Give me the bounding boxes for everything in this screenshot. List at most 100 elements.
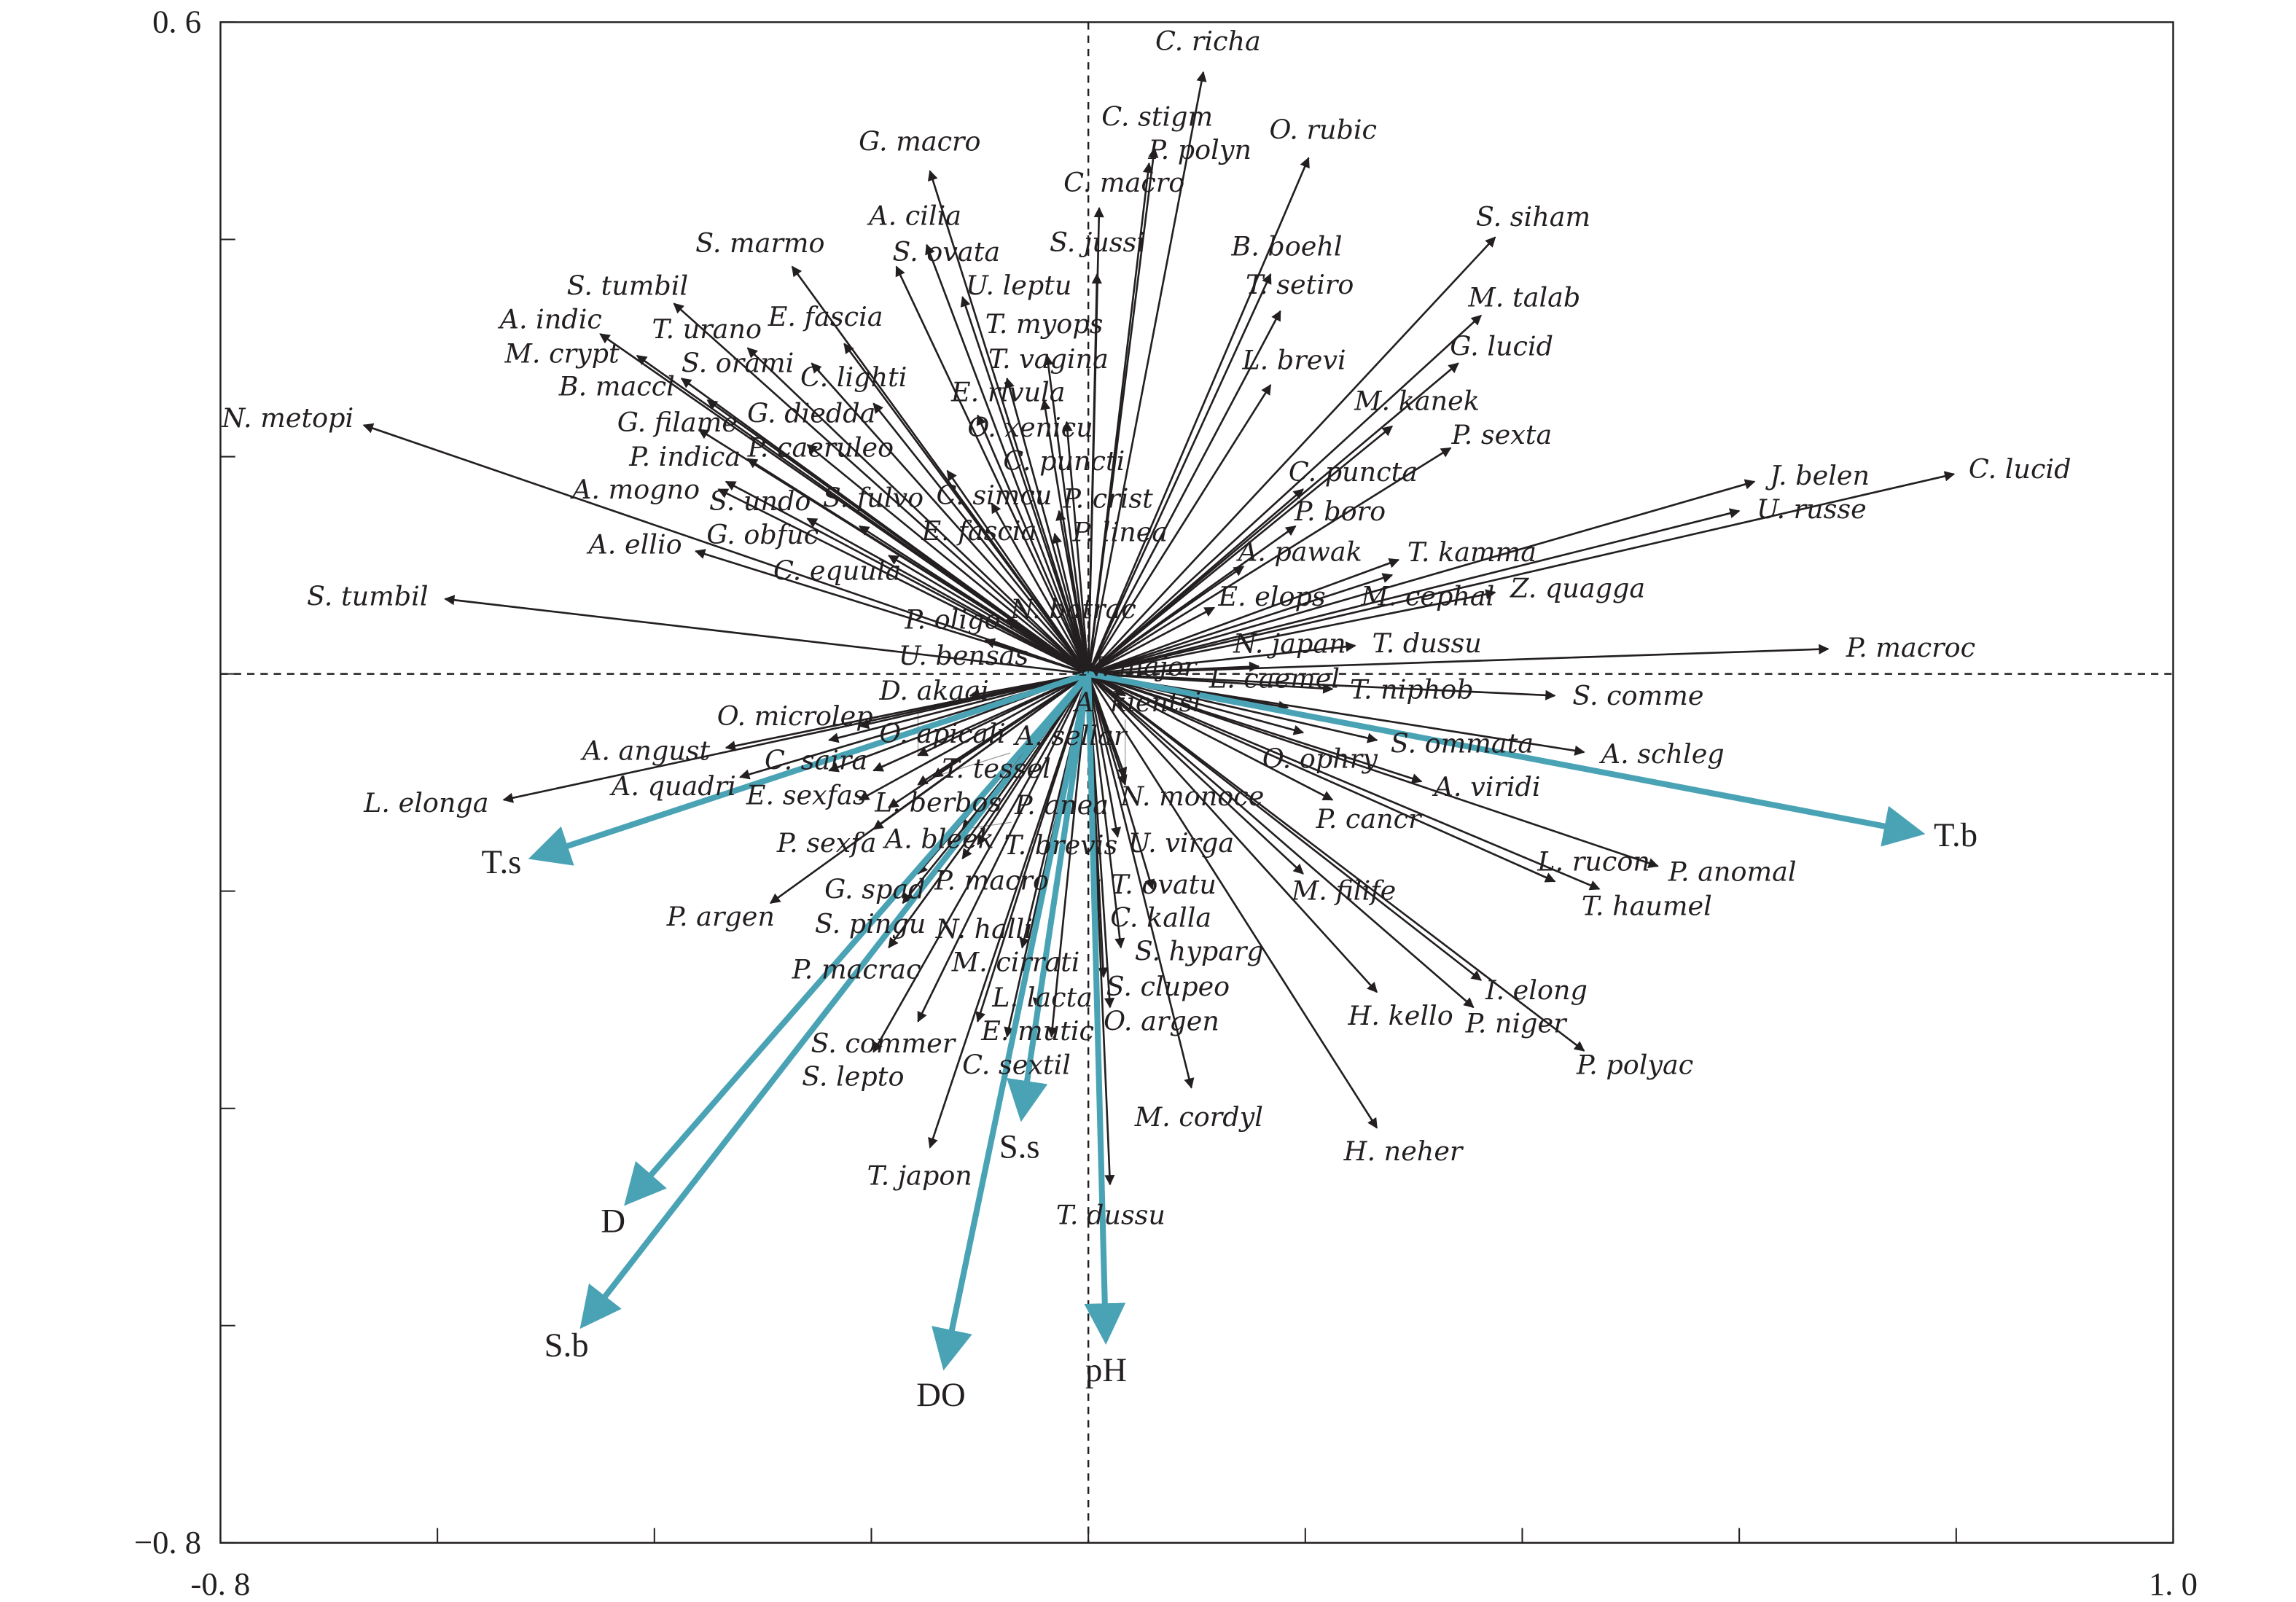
species-arrow	[1088, 673, 1601, 891]
species-label: P. sexta	[1450, 419, 1552, 450]
species-label: A. ellio	[586, 529, 682, 560]
species-label: T. haumel	[1582, 890, 1712, 921]
species-arrow	[1087, 273, 1102, 674]
species-arrow	[1087, 310, 1281, 675]
env-label: T.b	[1934, 816, 1977, 854]
species-arrow	[932, 673, 1089, 778]
env-label: S.s	[999, 1128, 1040, 1166]
species-label: P. argen	[666, 901, 775, 932]
species-label: S. orami	[682, 347, 794, 378]
species-label: S. hyparg	[1135, 935, 1264, 966]
species-label: S. marmo	[695, 227, 824, 259]
species-label: T. japon	[867, 1160, 972, 1191]
y-tick-label-max: 0. 6	[152, 4, 201, 40]
env-arrow	[932, 673, 1092, 1371]
label-leader-line	[933, 752, 1011, 778]
species-arrow	[1087, 157, 1310, 675]
species-arrow	[1088, 661, 1260, 675]
species-label: S. tumbil	[567, 270, 688, 301]
species-label: A. mogno	[570, 474, 700, 505]
species-label: S. ommata	[1391, 728, 1534, 759]
species-label: G. lucid	[1450, 331, 1553, 362]
species-arrow	[1088, 673, 1659, 869]
species-arrow	[872, 402, 1090, 675]
species-label: T. tessel	[942, 753, 1051, 784]
species-label: P. macro	[934, 865, 1049, 896]
species-label: E. fascia	[921, 515, 1036, 547]
species-arrow	[806, 444, 1089, 675]
species-label: L. brevi	[1241, 344, 1346, 375]
species-arrow	[1088, 644, 1830, 675]
env-arrow	[1088, 671, 1926, 847]
species-arrow	[1088, 488, 1304, 675]
species-label: C. saira	[765, 745, 867, 776]
species-label: T. ovatu	[1111, 869, 1217, 900]
species-arrow	[1088, 673, 1378, 1129]
species-label: P. caeruleo	[747, 432, 894, 464]
species-arrow	[1088, 565, 1245, 675]
species-arrow	[502, 673, 1089, 803]
species-label: O. argen	[1104, 1005, 1219, 1036]
species-label: N. metopi	[221, 402, 354, 434]
species-label: T. setiro	[1246, 269, 1354, 300]
species-label: E. rivula	[950, 377, 1066, 408]
species-arrow	[946, 469, 1090, 675]
species-arrow	[928, 673, 1090, 1149]
species-label: M. cephal	[1360, 580, 1494, 612]
species-label: N. monoce	[1120, 781, 1264, 812]
species-arrow	[717, 488, 1089, 675]
species-label: S. undo	[709, 485, 811, 517]
species-label: N. batrac	[1010, 593, 1136, 625]
species-label: U. russe	[1757, 493, 1867, 525]
species-label: S. comme	[1572, 680, 1703, 711]
env-arrow	[1007, 673, 1092, 1122]
arrow-labels: T.b T.s D S.b DO S.s pH C. lucid N. metopi P. mac…	[221, 26, 2071, 1414]
species-label: A. indic	[498, 304, 602, 335]
species-label: B. boehl	[1230, 231, 1342, 262]
species-arrow	[1088, 314, 1482, 675]
species-label: E. fascia	[768, 301, 883, 332]
species-label: P. crist	[1062, 483, 1153, 515]
species-label: P. oligo	[904, 603, 1000, 635]
species-arrow	[888, 555, 1089, 675]
species-label: G. filame	[617, 407, 738, 438]
species-arrow	[991, 502, 1090, 675]
env-label: S.b	[544, 1326, 589, 1364]
species-arrow	[746, 347, 1090, 675]
species-label: E. mutic	[980, 1015, 1094, 1047]
species-arrow	[725, 673, 1089, 751]
species-label: L. rucon	[1536, 845, 1649, 877]
species-label: T. brevis	[1004, 829, 1118, 861]
species-label: P. polyn	[1147, 134, 1252, 165]
species-arrow	[1087, 71, 1207, 674]
species-arrow	[1088, 479, 1756, 675]
species-arrow	[362, 423, 1089, 675]
species-label: L. caemel	[1208, 663, 1340, 694]
environment-arrows	[528, 671, 1926, 1371]
species-arrow	[1088, 673, 1556, 700]
species-label: T. myops	[985, 308, 1104, 340]
species-label: L. berbos	[874, 787, 1001, 818]
species-label: P. cancr	[1316, 803, 1424, 835]
species-label: N. major	[1079, 651, 1198, 682]
species-arrow	[917, 673, 1089, 757]
y-tick-label-min: −0. 8	[134, 1524, 201, 1560]
env-arrow	[1084, 673, 1126, 1345]
species-arrow	[1088, 508, 1741, 675]
species-label: P. indica	[628, 441, 741, 472]
species-label: C. lucid	[1969, 453, 2072, 485]
species-label: S. tumbil	[307, 581, 428, 612]
species-arrow	[706, 399, 1089, 675]
species-arrow	[1043, 354, 1090, 674]
species-label: A. schleg	[1599, 738, 1725, 770]
species-label: Z. quagga	[1510, 572, 1645, 603]
species-label: T. dussu	[1372, 628, 1482, 659]
species-label: C. sextil	[962, 1050, 1071, 1081]
species-label: O. rubic	[1269, 114, 1377, 146]
species-arrow	[1087, 673, 1128, 786]
species-arrow	[1087, 673, 1122, 838]
species-label: P. macroc	[1846, 632, 1975, 663]
species-arrow	[828, 673, 1089, 743]
species-label: O. ophry	[1262, 743, 1378, 775]
species-arrow	[725, 480, 1089, 675]
